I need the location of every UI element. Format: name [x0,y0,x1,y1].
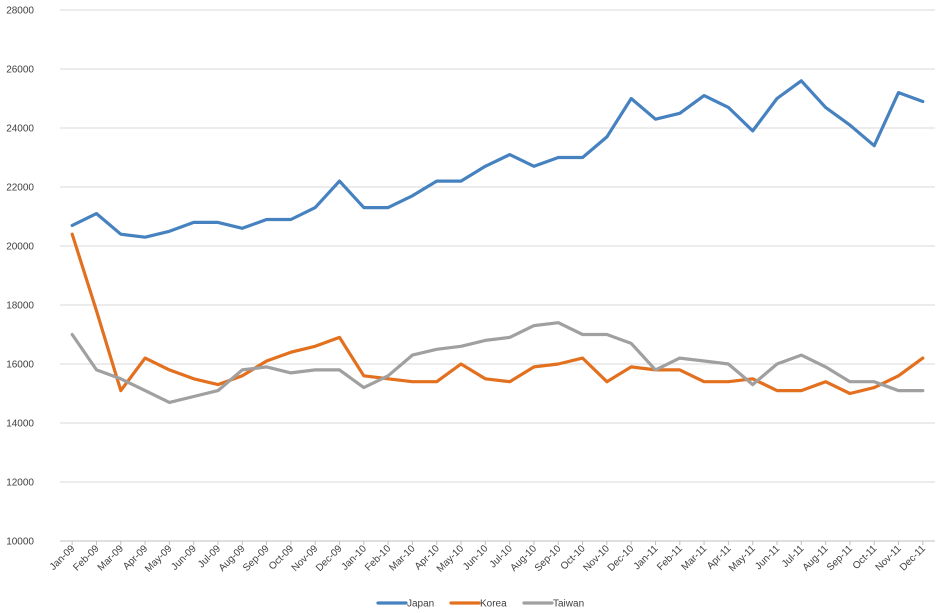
y-tick-label: 22000 [6,183,34,194]
x-tick-label: Mar-09 [96,543,126,573]
x-tick-label: Mar-10 [387,543,417,573]
x-tick-label: Dec-09 [314,543,345,574]
x-tick-label: Dec-10 [606,543,637,574]
x-tick-label: Aug-11 [801,543,831,573]
y-tick-label: 14000 [6,419,34,430]
x-tick-label: Mar-11 [680,543,710,573]
y-tick-label: 18000 [6,301,34,312]
x-tick-label: Jun-09 [169,543,199,573]
y-axis: 10000 12000 14000 16000 18000 20000 22000 24000… [6,6,34,548]
y-tick-label: 24000 [6,124,34,135]
y-tick-label: 26000 [6,65,34,76]
x-tick-label: Nov-11 [874,543,904,573]
x-tick-label: May-09 [143,543,175,575]
y-tick-label: 10000 [6,537,34,548]
x-tick-label: Sep-09 [241,543,272,574]
x-tick-label: May-10 [435,543,467,575]
series-line-korea [70,232,925,396]
y-tick-label: 28000 [6,6,34,17]
x-tick-label: May-11 [727,543,758,574]
series-lines [70,79,925,404]
x-tick-label: Sep-11 [825,543,855,573]
x-tick-label: Jun-11 [753,543,782,572]
x-tick-label: Dec-11 [898,543,928,573]
series-line-taiwan [70,321,925,404]
x-tick-label: Jun-10 [461,543,491,573]
legend-label-japan: Japan [407,599,434,610]
x-tick-label: Feb-10 [363,543,393,573]
legend-label-korea: Korea [480,599,507,610]
y-tick-label: 12000 [6,478,34,489]
x-axis: Jan-09Feb-09Mar-09Apr-09May-09Jun-09Jul-… [48,540,935,575]
series-line-japan [70,79,925,239]
y-tick-label: 20000 [6,242,34,253]
legend: Japan Korea Taiwan [376,599,584,610]
x-tick-label: Feb-09 [71,543,101,573]
x-tick-label: Sep-10 [533,543,564,574]
y-tick-label: 16000 [6,360,34,371]
legend-label-taiwan: Taiwan [553,599,584,610]
x-tick-label: Feb-11 [655,543,685,573]
gridlines [60,9,935,542]
